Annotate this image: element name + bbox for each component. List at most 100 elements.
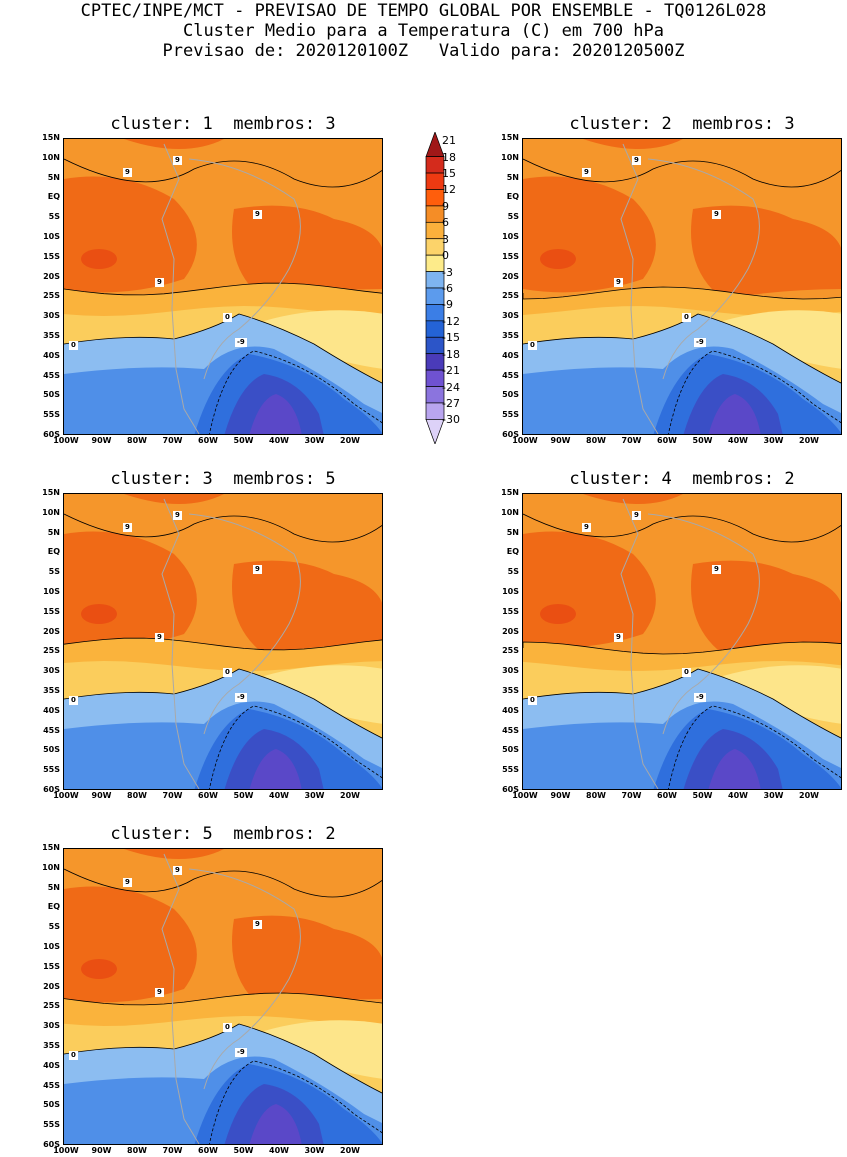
latitude-label: 5N — [47, 527, 60, 537]
longitude-label: 20W — [340, 1146, 360, 1155]
longitude-label: 50W — [233, 436, 254, 445]
longitude-label: 40W — [269, 791, 289, 800]
latitude-label: 10N — [42, 152, 60, 162]
latitude-label: 50S — [43, 1100, 60, 1110]
longitude-label: 60W — [657, 436, 677, 445]
contour-label: -9 — [235, 1048, 247, 1057]
contour-label: 9 — [253, 920, 262, 929]
contour-label: 0 — [682, 668, 691, 677]
latitude-label: 25S — [502, 291, 519, 301]
latitude-label: 15N — [501, 488, 519, 497]
longitude-label: 30W — [304, 791, 325, 800]
longitude-label: 30W — [763, 436, 784, 445]
latitude-label: 10N — [501, 152, 519, 162]
longitude-label: 80W — [127, 436, 147, 445]
contour-label: 9 — [123, 878, 132, 887]
latitude-label: 15N — [501, 133, 519, 142]
colorbar-tick-label: -21 — [442, 364, 460, 378]
latitude-label: 50S — [43, 390, 60, 400]
colorbar-tick-label: 15 — [442, 167, 456, 181]
panel-title: cluster: 2 membros: 3 — [569, 114, 795, 134]
latitude-label: 35S — [43, 331, 60, 340]
contour-label: 9 — [712, 210, 721, 219]
cluster-map — [63, 138, 383, 435]
colorbar-tick-label: -30 — [442, 413, 460, 427]
contour-label: 9 — [582, 168, 591, 177]
longitude-label: 50W — [233, 1146, 254, 1155]
contour-label: 9 — [173, 156, 182, 165]
latitude-label: 60S — [43, 430, 60, 439]
colorbar — [424, 130, 446, 446]
latitude-label: 60S — [502, 430, 519, 439]
colorbar-tick-label: -3 — [442, 265, 453, 279]
longitude-label: 30W — [763, 791, 784, 800]
latitude-label: 40S — [43, 705, 60, 715]
contour-label: 0 — [69, 696, 78, 705]
cluster-map — [522, 138, 842, 435]
contour-label: 0 — [69, 341, 78, 350]
latitude-label: 60S — [502, 785, 519, 794]
latitude-label: 15S — [43, 251, 60, 261]
latitude-label: 40S — [502, 705, 519, 715]
temperature-field — [64, 849, 382, 1144]
latitude-label: 5N — [47, 882, 60, 892]
panel-title: cluster: 1 membros: 3 — [110, 114, 336, 134]
header-line-3: Previsao de: 2020120100Z Valido para: 20… — [162, 41, 685, 61]
latitude-label: EQ — [47, 902, 60, 912]
longitude-label: 40W — [269, 436, 289, 445]
latitude-label: 35S — [502, 686, 519, 695]
longitude-label: 90W — [91, 1146, 112, 1155]
latitude-label: 25S — [43, 646, 60, 656]
latitude-label: 5S — [48, 567, 60, 577]
contour-label: 9 — [632, 511, 641, 520]
panel-title: cluster: 3 membros: 5 — [110, 469, 336, 489]
latitude-label: 20S — [43, 981, 60, 991]
latitude-label: 35S — [43, 1041, 60, 1050]
contour-label: 9 — [123, 523, 132, 532]
latitude-label: 15N — [42, 133, 60, 142]
longitude-label: 100W — [53, 1146, 79, 1155]
latitude-label: 25S — [43, 1001, 60, 1011]
latitude-label: 20S — [43, 626, 60, 636]
latitude-label: 25S — [43, 291, 60, 301]
latitude-label: 10S — [502, 232, 519, 241]
latitude-label: 45S — [502, 725, 519, 735]
latitude-label: 10S — [502, 587, 519, 596]
contour-label: 9 — [614, 278, 623, 287]
colorbar-tick-label: -9 — [442, 298, 453, 312]
latitude-label: 55S — [502, 765, 519, 775]
latitude-label: 55S — [43, 410, 60, 420]
latitude-label: 10S — [43, 232, 60, 241]
contour-label: 9 — [582, 523, 591, 532]
latitude-label: 20S — [502, 626, 519, 636]
contour-label: 9 — [155, 988, 164, 997]
latitude-label: 20S — [43, 271, 60, 281]
longitude-label: 50W — [233, 791, 254, 800]
header-line-2: Cluster Medio para a Temperatura (C) em … — [182, 21, 665, 41]
panel-title: cluster: 4 membros: 2 — [569, 469, 795, 489]
contour-label: -9 — [694, 338, 706, 347]
contour-label: 9 — [173, 866, 182, 875]
latitude-label: 5S — [507, 567, 519, 577]
colorbar-tick-label: 3 — [442, 232, 449, 246]
latitude-label: 45S — [43, 370, 60, 380]
colorbar-tick-label: 12 — [442, 183, 456, 197]
colorbar-tick-label: -12 — [442, 314, 460, 328]
longitude-label: 60W — [657, 791, 677, 800]
colorbar-tick-label: 6 — [442, 216, 449, 230]
latitude-label: EQ — [47, 547, 60, 557]
latitude-label: 40S — [43, 1060, 60, 1070]
longitude-label: 40W — [728, 436, 748, 445]
contour-label: 9 — [123, 168, 132, 177]
latitude-label: 5N — [506, 172, 519, 182]
header-line-1: CPTEC/INPE/MCT - PREVISAO DE TEMPO GLOBA… — [80, 1, 767, 21]
longitude-label: 60W — [198, 791, 218, 800]
colorbar-svg — [425, 130, 445, 446]
latitude-label: 5S — [48, 212, 60, 222]
latitude-label: 60S — [43, 785, 60, 794]
contour-label: 0 — [69, 1051, 78, 1060]
longitude-label: 20W — [340, 436, 360, 445]
contour-label: 9 — [712, 565, 721, 574]
longitude-label: 30W — [304, 1146, 325, 1155]
latitude-label: 30S — [43, 1021, 60, 1031]
